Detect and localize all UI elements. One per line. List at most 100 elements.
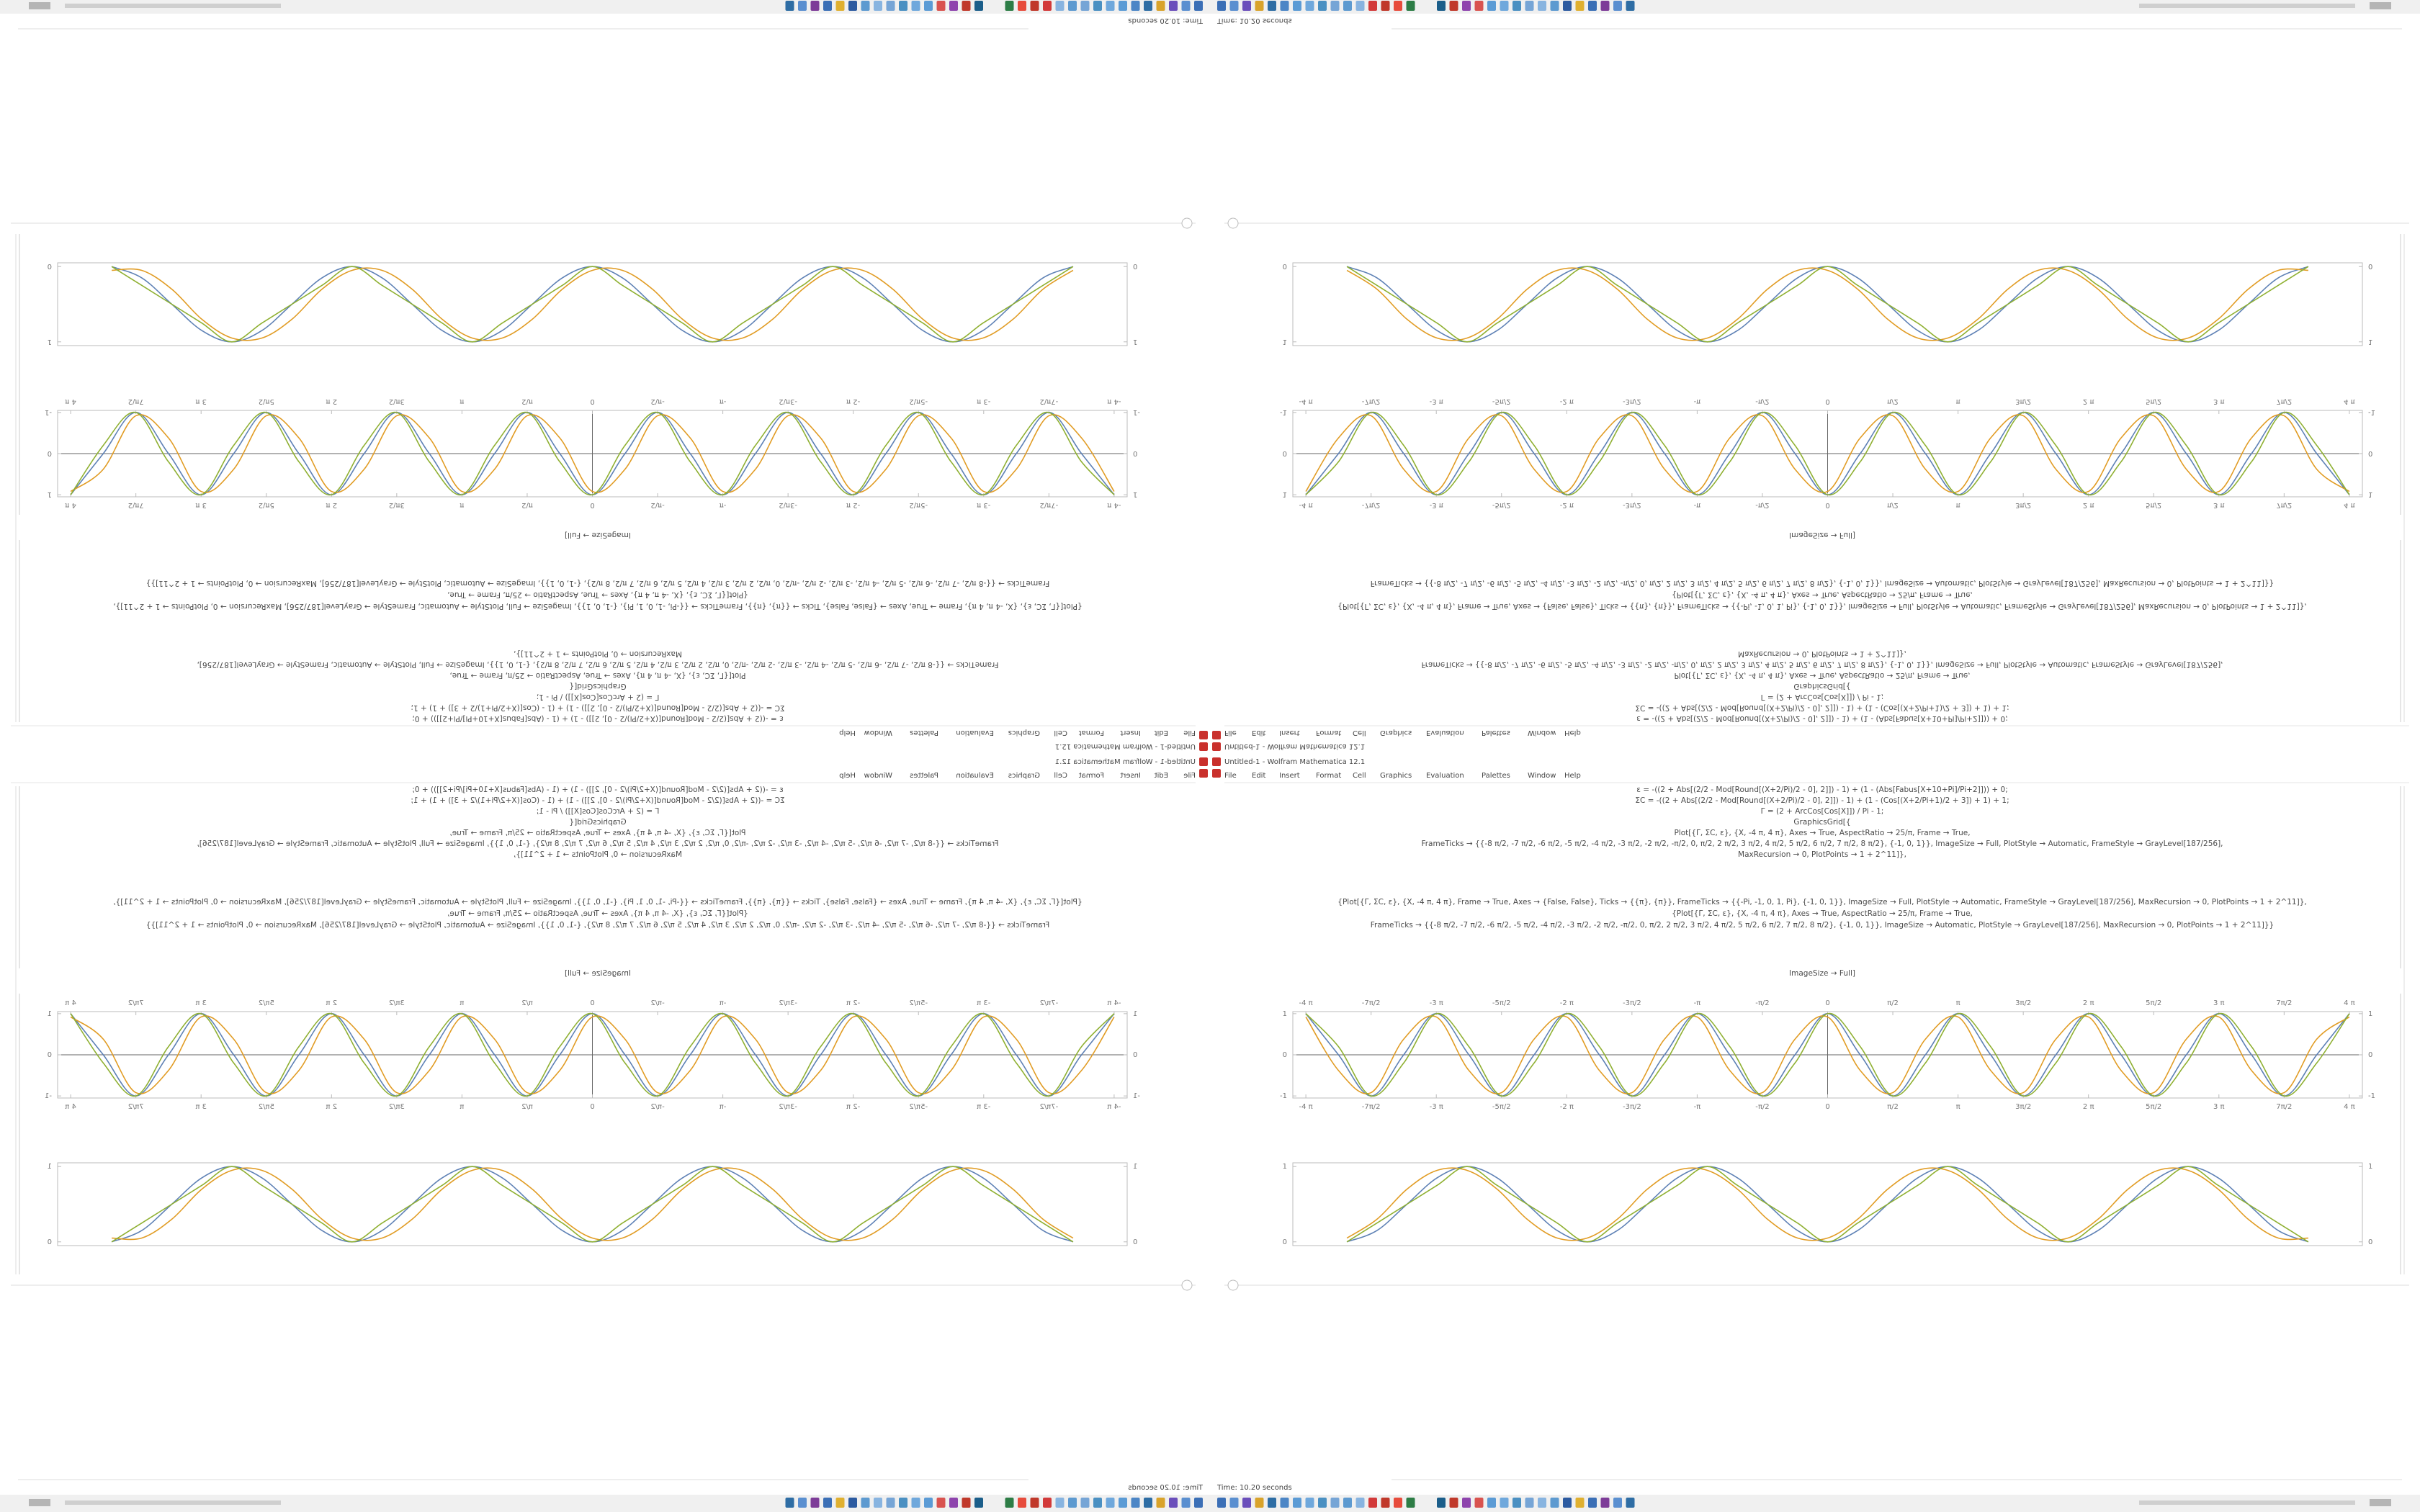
taskbar-icon[interactable] [1169, 1, 1178, 11]
taskbar-icon[interactable] [1131, 1498, 1140, 1508]
taskbar-icon[interactable] [1242, 1, 1251, 11]
taskbar-icon[interactable] [1550, 1498, 1559, 1508]
menu-item[interactable]: File [1224, 772, 1237, 780]
taskbar-icon[interactable] [1119, 1498, 1127, 1508]
taskbar-icon[interactable] [1268, 1, 1276, 11]
taskbar-icon[interactable] [1318, 1498, 1327, 1508]
taskbar-icon[interactable] [861, 1498, 870, 1508]
menu-item[interactable]: Help [839, 772, 856, 780]
menu-item[interactable]: Evaluation [1426, 772, 1464, 780]
menu-item[interactable]: Evaluation [956, 729, 994, 737]
taskbar-icon[interactable] [1217, 1498, 1226, 1508]
taskbar-icon[interactable] [1525, 1498, 1534, 1508]
taskbar-icon[interactable] [1487, 1498, 1496, 1508]
menu-item[interactable]: Edit [1155, 729, 1168, 737]
menu-item[interactable]: Graphics [1008, 729, 1040, 737]
menu-item[interactable]: Edit [1155, 772, 1168, 780]
menu-item[interactable]: Cell [1054, 729, 1067, 737]
app-icon[interactable] [1199, 742, 1208, 751]
taskbar-icon[interactable] [924, 1, 933, 11]
taskbar-icon[interactable] [785, 1498, 794, 1508]
menu-item[interactable]: Graphics [1008, 772, 1040, 780]
taskbar-icon[interactable] [1068, 1498, 1077, 1508]
taskbar-icon[interactable] [1293, 1, 1301, 11]
taskbar-icon[interactable] [1600, 1, 1610, 11]
taskbar-icon[interactable] [1613, 1498, 1622, 1508]
menu-item[interactable]: Edit [1252, 729, 1265, 737]
taskbar-icon[interactable] [874, 1, 882, 11]
taskbar-icon[interactable] [1305, 1498, 1314, 1508]
taskbar-icon[interactable] [1268, 1498, 1276, 1508]
taskbar-icon[interactable] [1512, 1498, 1521, 1508]
taskbar-icon[interactable] [1181, 1498, 1191, 1508]
tray-icon[interactable] [29, 2, 50, 9]
taskbar-icon[interactable] [1080, 1, 1090, 11]
taskbar-icon[interactable] [1512, 1, 1521, 11]
menu-item[interactable]: File [1224, 729, 1237, 737]
taskbar-icon[interactable] [1394, 1, 1402, 11]
taskbar-icon[interactable] [1355, 1498, 1365, 1508]
taskbar-icon[interactable] [1368, 1498, 1377, 1508]
taskbar-icon[interactable] [1242, 1498, 1251, 1508]
taskbar-icon[interactable] [1394, 1498, 1402, 1508]
taskbar-icon[interactable] [1462, 1498, 1471, 1508]
taskbar-icon[interactable] [861, 1, 870, 11]
taskbar-icon[interactable] [886, 1, 895, 11]
taskbar-icon[interactable] [949, 1498, 958, 1508]
cell-insert[interactable] [1227, 217, 1239, 229]
taskbar-icon[interactable] [835, 1498, 845, 1508]
taskbar-icon[interactable] [1355, 1, 1365, 11]
menu-item[interactable]: Evaluation [1426, 729, 1464, 737]
taskbar-icon[interactable] [1255, 1498, 1264, 1508]
menu-item[interactable]: Cell [1353, 729, 1366, 737]
app-icon[interactable] [1212, 769, 1221, 778]
taskbar-icon[interactable] [1500, 1, 1509, 11]
taskbar-icon[interactable] [974, 1498, 983, 1508]
taskbar-icon[interactable] [1068, 1, 1077, 11]
menu-item[interactable]: Edit [1252, 772, 1265, 780]
taskbar-icon[interactable] [1368, 1, 1377, 11]
taskbar-icon[interactable] [1406, 1, 1415, 11]
taskbar-icon[interactable] [1217, 1, 1226, 11]
menu-item[interactable]: Palettes [910, 772, 938, 780]
menu-item[interactable]: Palettes [910, 729, 938, 737]
taskbar-icon[interactable] [1181, 1, 1191, 11]
taskbar-icon[interactable] [1043, 1498, 1052, 1508]
taskbar-icon[interactable] [962, 1, 971, 11]
menu-item[interactable]: Window [1528, 772, 1556, 780]
taskbar-icon[interactable] [974, 1, 983, 11]
taskbar-icon[interactable] [1474, 1498, 1484, 1508]
taskbar-icon[interactable] [1018, 1498, 1026, 1508]
taskbar-icon[interactable] [1229, 1498, 1239, 1508]
taskbar-icon[interactable] [1255, 1, 1264, 11]
taskbar-icon[interactable] [1575, 1498, 1585, 1508]
tray-icon[interactable] [2370, 2, 2391, 9]
taskbar-icon[interactable] [899, 1, 908, 11]
menu-item[interactable]: Window [1528, 729, 1556, 737]
taskbar-icon[interactable] [1093, 1, 1102, 11]
menu-item[interactable]: Cell [1353, 772, 1366, 780]
taskbar-icon[interactable] [1343, 1498, 1352, 1508]
taskbar-icon[interactable] [874, 1498, 882, 1508]
taskbar-icon[interactable] [1588, 1498, 1597, 1508]
menu-item[interactable]: Graphics [1380, 729, 1412, 737]
taskbar-icon[interactable] [835, 1, 845, 11]
taskbar-icon[interactable] [1280, 1498, 1289, 1508]
taskbar-icon[interactable] [1538, 1498, 1546, 1508]
taskbar-icon[interactable] [1229, 1, 1239, 11]
menu-item[interactable]: Window [864, 772, 892, 780]
taskbar-icon[interactable] [1119, 1, 1127, 11]
taskbar-icon[interactable] [798, 1, 807, 11]
taskbar-icon[interactable] [1575, 1, 1585, 11]
menu-item[interactable]: Format [1079, 729, 1104, 737]
taskbar-icon[interactable] [1293, 1498, 1301, 1508]
taskbar-icon[interactable] [1462, 1, 1471, 11]
menu-item[interactable]: Insert [1279, 772, 1300, 780]
taskbar-icon[interactable] [810, 1, 820, 11]
menu-item[interactable]: Help [839, 729, 856, 737]
taskbar-icon[interactable] [1194, 1, 1203, 11]
menu-item[interactable]: Help [1564, 729, 1581, 737]
taskbar-icon[interactable] [1106, 1, 1115, 11]
taskbar-icon[interactable] [1305, 1, 1314, 11]
cell-insert[interactable] [1227, 1279, 1239, 1291]
